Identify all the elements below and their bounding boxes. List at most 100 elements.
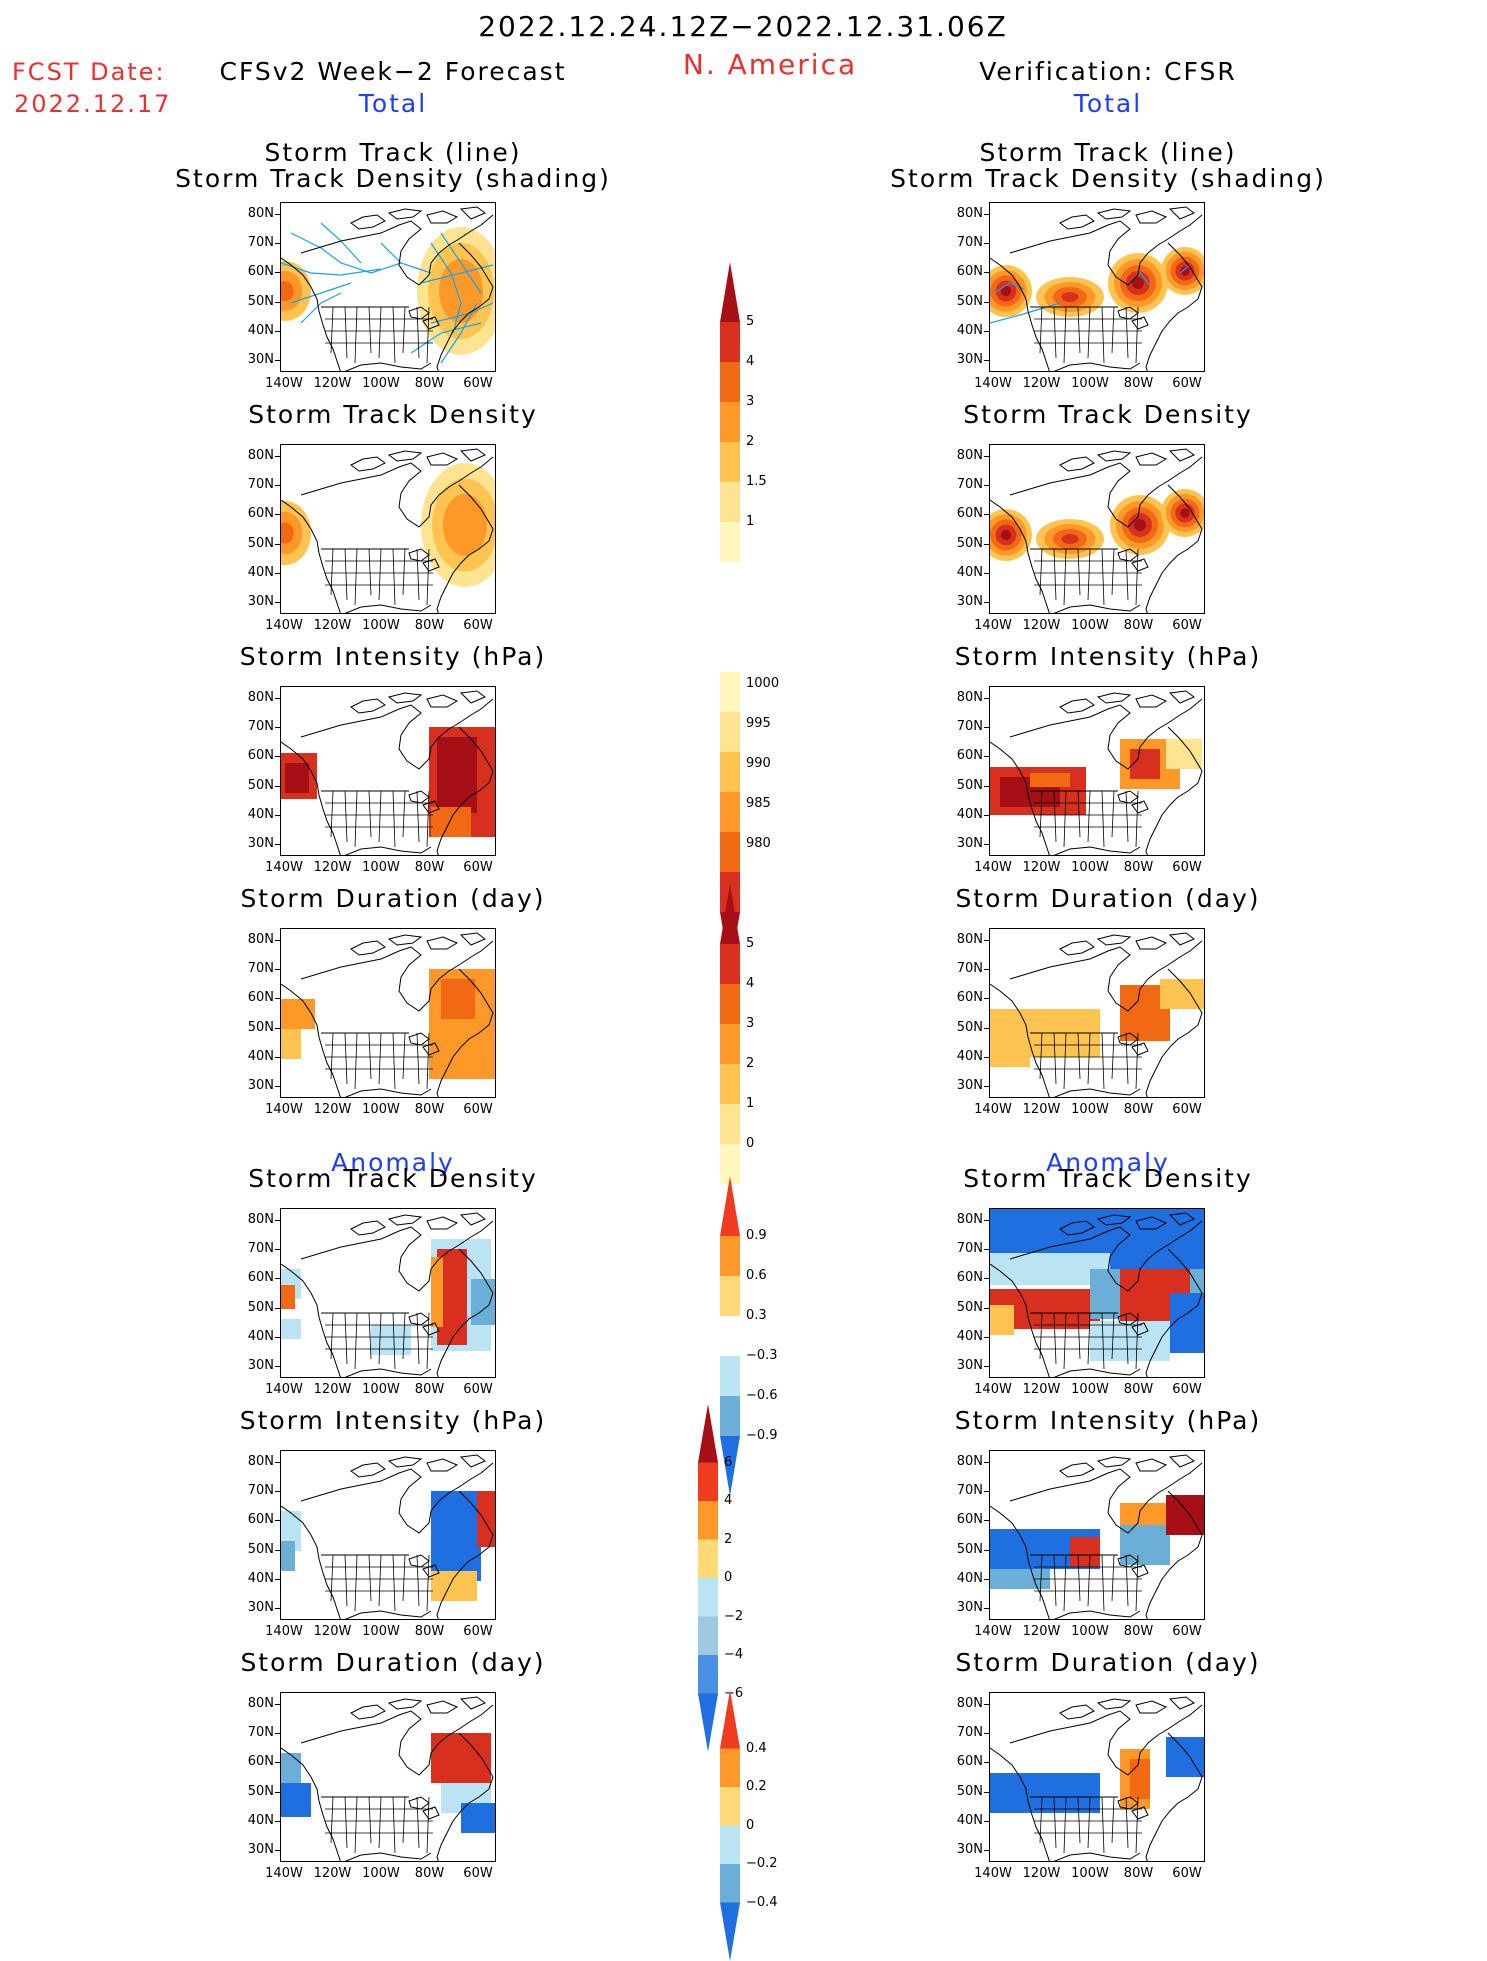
colorbar-segment	[720, 1104, 740, 1144]
latitude-label: 40N	[242, 1813, 274, 1828]
colorbar-label: 5	[746, 936, 754, 951]
colorbar-label: 6	[724, 1455, 732, 1470]
axis-tick	[275, 1733, 280, 1734]
colorbar-segment	[720, 1176, 740, 1236]
panel-title: Storm Track Density (shading)	[175, 164, 611, 193]
latitude-label: 80N	[951, 690, 983, 705]
latitude-label: 80N	[951, 932, 983, 947]
shade-cell	[1166, 1737, 1205, 1777]
panel-title: Storm Track Density	[248, 400, 538, 429]
colorbar-segment	[698, 1655, 718, 1694]
colorbar-segment	[720, 984, 740, 1024]
latitude-label: 50N	[951, 294, 983, 309]
axis-tick	[984, 756, 989, 757]
panel-title: Storm Track Density	[963, 400, 1253, 429]
shade-cell	[431, 1571, 477, 1601]
colorbar-segment	[720, 752, 740, 792]
latitude-label: 40N	[951, 1329, 983, 1344]
latitude-label: 70N	[951, 235, 983, 250]
longitude-label: 60W	[463, 1102, 492, 1117]
latitude-label: 50N	[242, 778, 274, 793]
colorbar-label: 995	[746, 716, 771, 731]
panel-title: Storm Duration (day)	[955, 1648, 1260, 1677]
longitude-label: 60W	[463, 1382, 492, 1397]
panel-title: Storm Track Density	[963, 1164, 1253, 1193]
latitude-label: 50N	[242, 294, 274, 309]
latitude-label: 60N	[951, 1754, 983, 1769]
map-panel	[989, 1450, 1205, 1620]
axis-tick	[984, 815, 989, 816]
latitude-label: 80N	[951, 1454, 983, 1469]
longitude-label: 60W	[1172, 376, 1201, 391]
colorbar-label: 0	[746, 1818, 754, 1833]
longitude-label: 140W	[265, 1382, 303, 1397]
latitude-label: 50N	[242, 1542, 274, 1557]
axis-tick	[275, 243, 280, 244]
latitude-label: 50N	[951, 778, 983, 793]
longitude-label: 80W	[1124, 1866, 1153, 1881]
colorbar-segment	[720, 832, 740, 872]
latitude-label: 50N	[951, 1300, 983, 1315]
colorbar-segment	[720, 1316, 740, 1356]
latitude-label: 60N	[951, 506, 983, 521]
axis-tick	[984, 1579, 989, 1580]
colorbar-label: 3	[746, 1016, 754, 1031]
longitude-label: 100W	[362, 376, 400, 391]
latitude-label: 70N	[951, 1241, 983, 1256]
latitude-label: 70N	[951, 477, 983, 492]
latitude-label: 30N	[951, 836, 983, 851]
axis-tick	[984, 456, 989, 457]
shade-cell	[990, 1029, 1030, 1067]
latitude-label: 60N	[951, 264, 983, 279]
longitude-label: 140W	[974, 376, 1012, 391]
shade-cell	[281, 1783, 311, 1817]
latitude-label: 60N	[242, 748, 274, 763]
map-panel	[280, 444, 496, 614]
longitude-label: 80W	[415, 618, 444, 633]
latitude-label: 50N	[242, 1300, 274, 1315]
latitude-label: 60N	[242, 990, 274, 1005]
colorbar-label: 4	[746, 354, 754, 369]
colorbar-label: −0.3	[746, 1348, 778, 1363]
longitude-label: 100W	[362, 618, 400, 633]
longitude-label: 60W	[1172, 1382, 1201, 1397]
axis-tick	[984, 727, 989, 728]
colorbar-label: 990	[746, 756, 771, 771]
axis-tick	[275, 514, 280, 515]
axis-tick	[275, 1028, 280, 1029]
latitude-label: 40N	[951, 807, 983, 822]
axis-tick	[275, 1086, 280, 1087]
longitude-label: 80W	[415, 1624, 444, 1639]
longitude-label: 80W	[415, 1382, 444, 1397]
longitude-label: 60W	[463, 376, 492, 391]
colorbar-segment	[720, 884, 740, 944]
axis-tick	[275, 1308, 280, 1309]
latitude-label: 80N	[951, 206, 983, 221]
axis-tick	[984, 844, 989, 845]
latitude-label: 50N	[242, 1020, 274, 1035]
right-column-title: Verification: CFSR	[979, 57, 1236, 86]
longitude-label: 100W	[1071, 860, 1109, 875]
colorbar-label: 980	[746, 836, 771, 851]
latitude-label: 30N	[242, 1842, 274, 1857]
colorbar-segment	[720, 1787, 740, 1826]
panel-title: Storm Duration (day)	[240, 1648, 545, 1677]
axis-tick	[275, 360, 280, 361]
density-shade	[1062, 534, 1079, 544]
latitude-label: 70N	[242, 1483, 274, 1498]
longitude-label: 60W	[463, 618, 492, 633]
latitude-label: 40N	[951, 323, 983, 338]
map-panel	[280, 1450, 496, 1620]
shade-cell	[1130, 1759, 1150, 1799]
longitude-label: 120W	[1023, 618, 1061, 633]
longitude-label: 120W	[1023, 376, 1061, 391]
shade-cell	[1030, 773, 1070, 787]
colorbar-segment	[720, 482, 740, 522]
axis-tick	[984, 1249, 989, 1250]
latitude-label: 60N	[951, 990, 983, 1005]
axis-tick	[275, 331, 280, 332]
colorbar-segment	[720, 944, 740, 984]
colorbar-segment	[698, 1540, 718, 1579]
fcst-label: FCST Date:	[12, 58, 166, 86]
axis-tick	[984, 573, 989, 574]
